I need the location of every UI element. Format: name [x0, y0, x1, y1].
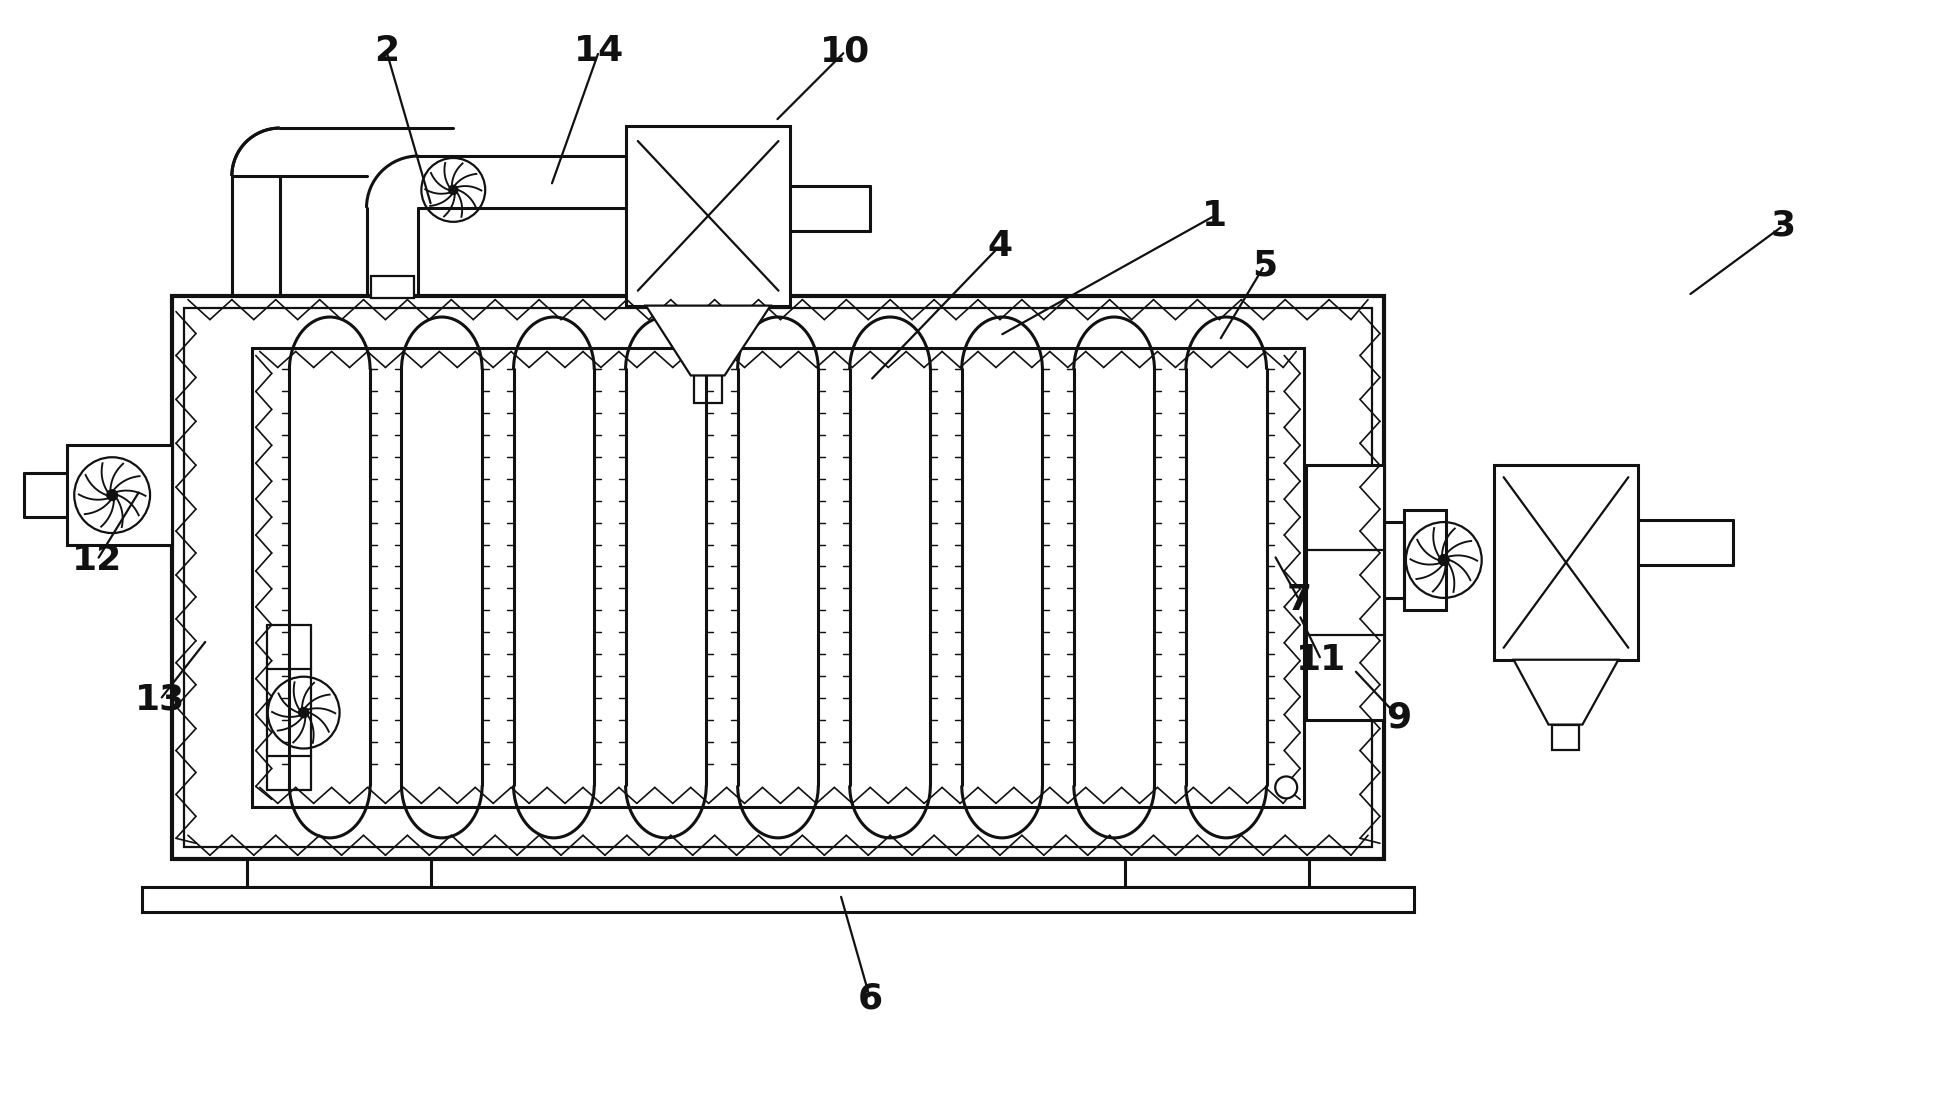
Text: 12: 12: [72, 544, 122, 577]
Bar: [1124, 859, 1310, 887]
Bar: [267, 669, 312, 756]
Text: 4: 4: [987, 229, 1012, 262]
Text: 6: 6: [857, 982, 882, 1016]
Text: 1: 1: [1202, 199, 1227, 232]
Text: 7: 7: [1287, 583, 1312, 617]
Circle shape: [106, 490, 118, 500]
Text: 5: 5: [1252, 249, 1277, 282]
Circle shape: [1440, 555, 1449, 565]
Text: 13: 13: [135, 683, 186, 716]
Bar: [1306, 465, 1384, 720]
Bar: [1405, 510, 1445, 610]
Bar: [1494, 465, 1639, 660]
Text: 9: 9: [1385, 701, 1411, 735]
Bar: [172, 296, 1384, 859]
Text: 14: 14: [575, 34, 625, 69]
Bar: [370, 276, 414, 298]
Polygon shape: [646, 306, 770, 375]
Bar: [625, 126, 789, 306]
Bar: [252, 348, 1304, 807]
Bar: [184, 308, 1372, 847]
Bar: [248, 859, 432, 887]
Text: 3: 3: [1771, 209, 1796, 242]
Bar: [141, 887, 1414, 912]
Text: 11: 11: [1296, 643, 1347, 676]
Text: 10: 10: [820, 34, 871, 69]
Polygon shape: [1513, 660, 1618, 725]
Circle shape: [1275, 776, 1296, 798]
Bar: [68, 445, 172, 545]
Bar: [1552, 725, 1579, 749]
Circle shape: [449, 186, 457, 194]
Bar: [693, 375, 722, 403]
Circle shape: [300, 708, 308, 717]
Text: 2: 2: [373, 34, 399, 69]
